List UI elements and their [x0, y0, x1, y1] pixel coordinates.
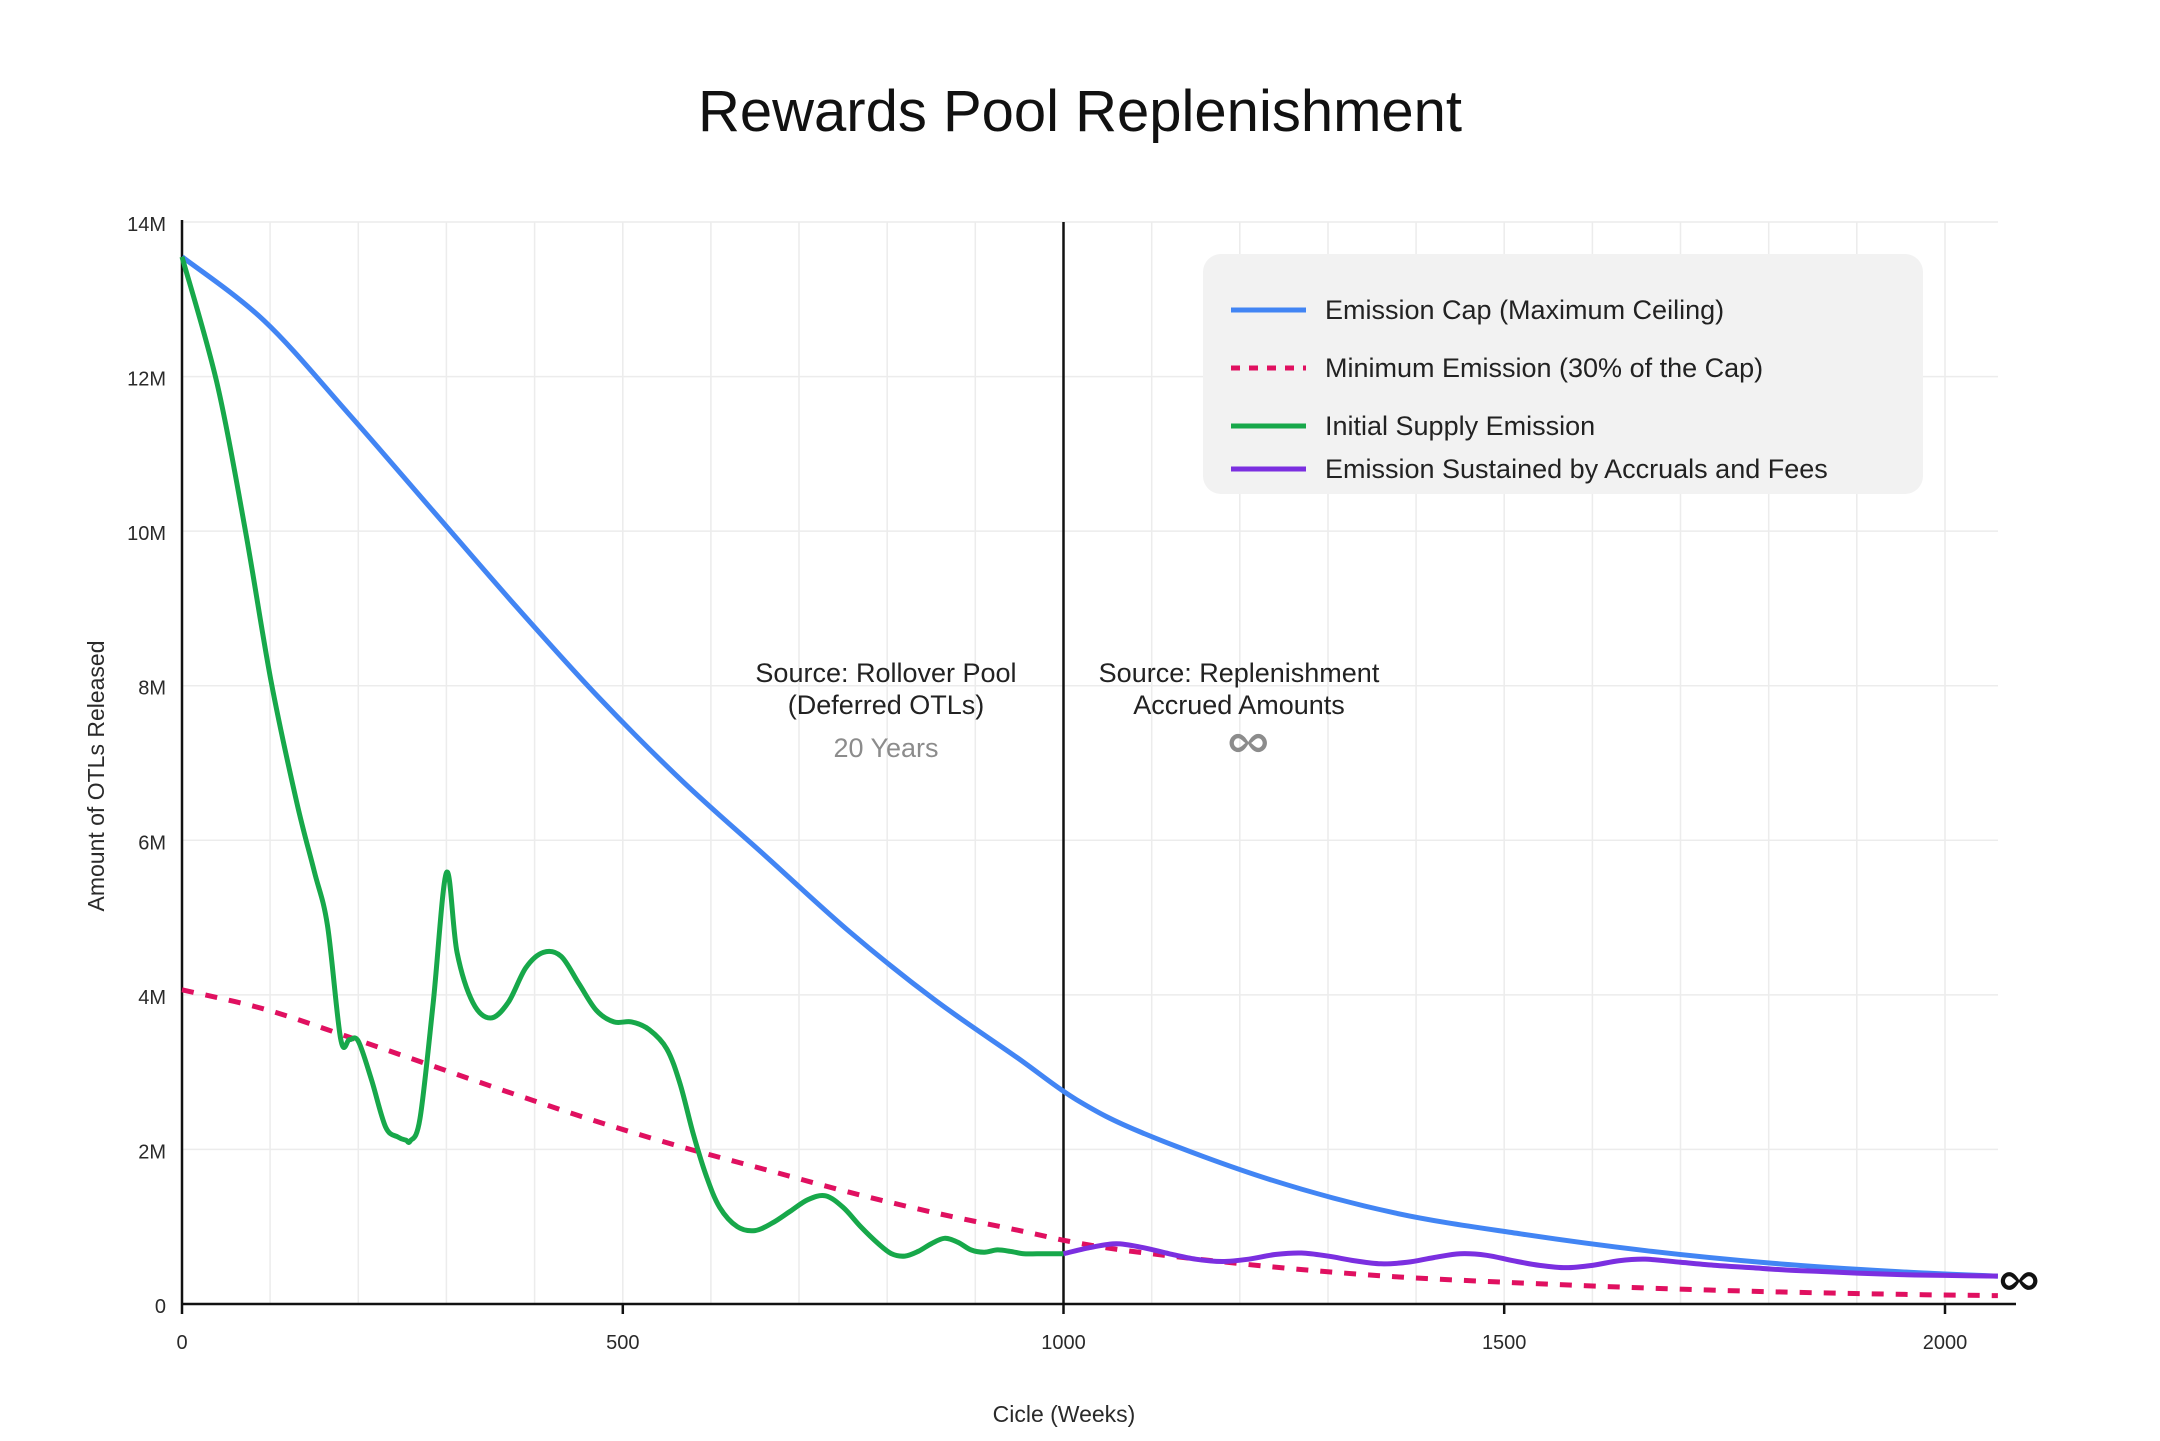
svg-text:Emission Sustained by Accruals: Emission Sustained by Accruals and Fees — [1325, 454, 1828, 484]
svg-text:Cicle (Weeks): Cicle (Weeks) — [993, 1401, 1136, 1427]
svg-text:Emission Cap (Maximum Ceiling): Emission Cap (Maximum Ceiling) — [1325, 295, 1724, 325]
svg-text:1500: 1500 — [1482, 1332, 1527, 1354]
svg-text:Minimum Emission (30% of the C: Minimum Emission (30% of the Cap) — [1325, 353, 1763, 383]
svg-text:2000: 2000 — [1923, 1332, 1968, 1354]
svg-text:4M: 4M — [138, 987, 166, 1009]
svg-text:(Deferred OTLs): (Deferred OTLs) — [788, 690, 985, 720]
svg-text:Amount of OTLs Released: Amount of OTLs Released — [83, 640, 109, 911]
svg-text:0: 0 — [155, 1296, 166, 1318]
svg-text:Initial Supply Emission: Initial Supply Emission — [1325, 411, 1595, 441]
svg-text:1000: 1000 — [1041, 1332, 1086, 1354]
svg-text:12M: 12M — [127, 369, 166, 391]
svg-text:Source: Rollover Pool: Source: Rollover Pool — [755, 658, 1016, 688]
svg-text:20 Years: 20 Years — [833, 733, 938, 763]
svg-text:0: 0 — [176, 1332, 187, 1354]
svg-text:8M: 8M — [138, 678, 166, 700]
svg-text:Accrued Amounts: Accrued Amounts — [1133, 690, 1345, 720]
svg-text:10M: 10M — [127, 523, 166, 545]
svg-text:14M: 14M — [127, 214, 166, 236]
svg-text:Source: Replenishment: Source: Replenishment — [1099, 658, 1380, 688]
svg-text:2M: 2M — [138, 1141, 166, 1163]
svg-text:6M: 6M — [138, 832, 166, 854]
svg-text:500: 500 — [606, 1332, 639, 1354]
